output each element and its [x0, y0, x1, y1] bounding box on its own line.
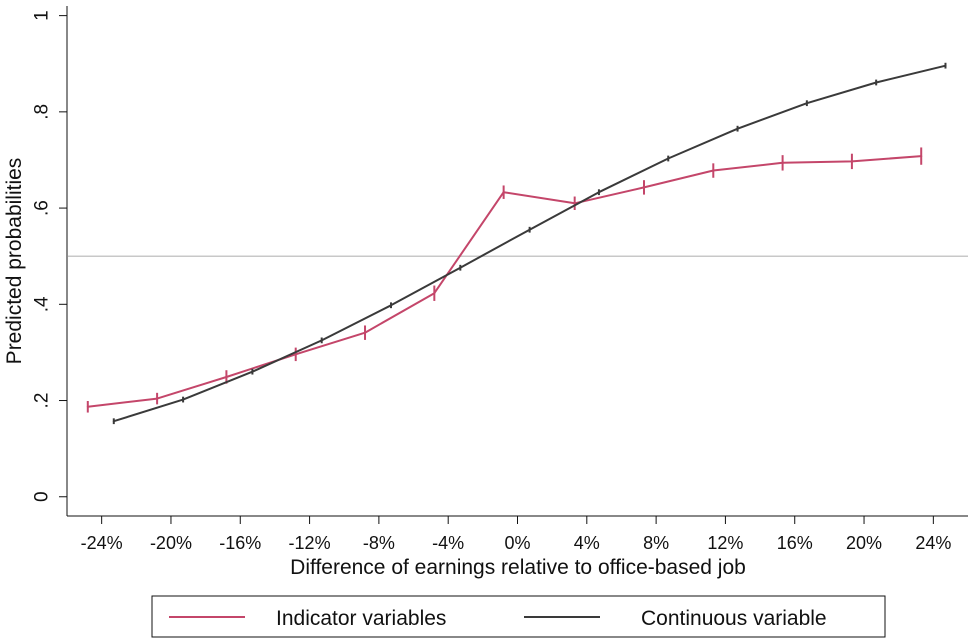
- x-tick-label: -24%: [81, 533, 123, 553]
- x-tick-label: -12%: [289, 533, 331, 553]
- legend-label-continuous: Continuous variable: [641, 607, 827, 630]
- x-tick-label: -16%: [219, 533, 261, 553]
- series-layer: [86, 62, 947, 425]
- x-tick-label: 0%: [504, 533, 530, 553]
- data-point-continuous: [390, 304, 393, 307]
- data-point-continuous: [805, 102, 808, 105]
- data-point-indicator: [850, 160, 853, 163]
- data-point-continuous: [459, 266, 462, 269]
- data-point-indicator: [642, 186, 645, 189]
- x-ticks: -24% -20% -16% -12% -8% -4% 0% 4% 8% 12% 16% 20% 24%: [81, 516, 951, 553]
- legend: Indicator variables Continuous variable: [151, 595, 886, 638]
- data-point-continuous: [736, 127, 739, 130]
- data-point-indicator: [781, 161, 784, 164]
- data-point-continuous: [528, 228, 531, 231]
- x-tick-label: 24%: [915, 533, 951, 553]
- data-point-indicator: [156, 397, 159, 400]
- data-point-continuous: [320, 339, 323, 342]
- data-point-indicator: [502, 191, 505, 194]
- data-point-indicator: [573, 202, 576, 205]
- y-tick-label: 1: [32, 10, 53, 21]
- data-point-indicator: [920, 155, 923, 158]
- x-tick-label: 20%: [846, 533, 882, 553]
- x-tick-label: -4%: [432, 533, 464, 553]
- data-point-indicator: [86, 405, 89, 408]
- y-tick-label: .4: [32, 296, 53, 312]
- series-line-continuous: [113, 64, 946, 423]
- x-tick-label: 16%: [777, 533, 813, 553]
- x-tick-label: 12%: [707, 533, 743, 553]
- x-tick-label: 8%: [643, 533, 669, 553]
- y-ticks: 0 .2 .4 .6 .8 1: [32, 10, 67, 502]
- x-tick-label: 4%: [574, 533, 600, 553]
- data-point-continuous: [251, 370, 254, 373]
- plot-area: 0 .2 .4 .6 .8 1 -24% -20% -16% -12% -8% -4% 0% 4% 8% 1…: [32, 6, 968, 553]
- data-point-continuous: [182, 398, 185, 401]
- data-point-indicator: [712, 169, 715, 172]
- x-tick-label: -8%: [363, 533, 395, 553]
- data-point-continuous: [667, 157, 670, 160]
- data-point-indicator: [225, 375, 228, 378]
- y-axis-label: Predicted probabilities: [3, 158, 26, 365]
- y-tick-label: .2: [32, 393, 53, 409]
- legend-box: [151, 595, 886, 638]
- data-point-indicator: [294, 353, 297, 356]
- x-axis-label: Difference of earnings relative to offic…: [290, 556, 746, 579]
- x-tick-label: -20%: [150, 533, 192, 553]
- data-point-continuous: [944, 64, 947, 67]
- data-point-indicator: [433, 292, 436, 295]
- legend-label-indicator: Indicator variables: [276, 607, 446, 630]
- data-point-continuous: [875, 81, 878, 84]
- data-point-indicator: [364, 331, 367, 334]
- series-continuous: [112, 62, 947, 425]
- series-indicator: [86, 147, 923, 413]
- data-point-continuous: [597, 191, 600, 194]
- y-tick-label: .6: [32, 200, 53, 216]
- data-point-continuous: [112, 420, 115, 423]
- y-tick-label: 0: [32, 491, 53, 502]
- y-tick-label: .8: [32, 104, 53, 120]
